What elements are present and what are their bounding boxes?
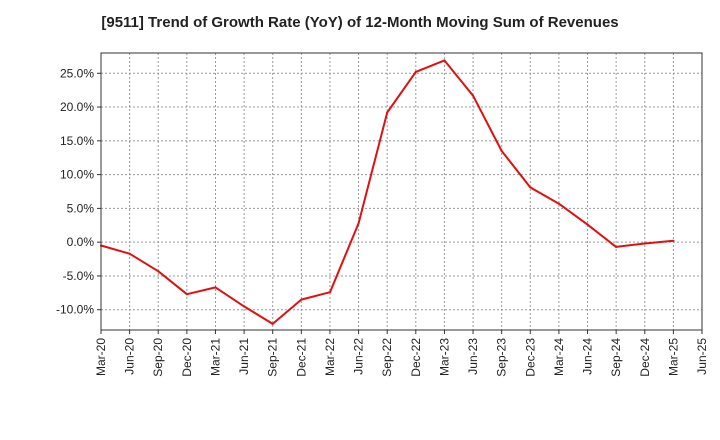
data-point: [300, 298, 303, 301]
x-tick-label: Sep-21: [266, 338, 280, 377]
plot-area: [101, 53, 702, 330]
x-tick-label: Dec-20: [180, 338, 194, 377]
y-tick-label: 0.0%: [67, 235, 95, 249]
x-tick-label: Dec-22: [409, 338, 423, 377]
y-tick-label: 25.0%: [60, 66, 94, 80]
data-point: [185, 293, 188, 296]
x-tick-label: Jun-24: [581, 338, 595, 375]
data-point: [529, 186, 532, 189]
data-point: [472, 94, 475, 97]
x-tick-label: Jun-22: [352, 338, 366, 375]
data-point: [214, 286, 217, 289]
data-point: [243, 305, 246, 308]
x-tick-label: Jun-23: [466, 338, 480, 375]
data-point: [157, 270, 160, 273]
x-tick-label: Mar-20: [94, 338, 108, 376]
data-point: [443, 59, 446, 62]
plot-border: [100, 52, 703, 331]
y-tick-label: 15.0%: [60, 134, 94, 148]
data-point: [672, 239, 675, 242]
x-tick-label: Dec-24: [638, 338, 652, 377]
x-tick-label: Mar-25: [666, 338, 680, 376]
y-tick-label: 5.0%: [67, 201, 95, 215]
data-point: [500, 149, 503, 152]
data-point: [271, 322, 274, 325]
data-point: [615, 245, 618, 248]
x-tick-label: Mar-24: [552, 338, 566, 376]
x-axis-ticks: Mar-20 Jun-20 Sep-20 Dec-20 Mar-21 Jun-21 Sep-…: [94, 330, 709, 377]
chart-title: [9511] Trend of Growth Rate (YoY) of 12-…: [101, 14, 619, 31]
y-axis-ticks: -10.0% -5.0% 0.0% 5.0% 10.0% 15.0% 20.0% 25.0%: [56, 66, 101, 317]
data-point: [557, 202, 560, 205]
data-point: [643, 242, 646, 245]
y-tick-label: 20.0%: [60, 100, 94, 114]
grid-lines: [101, 53, 702, 330]
x-tick-label: Sep-23: [495, 338, 509, 377]
y-tick-label: 10.0%: [60, 168, 94, 182]
x-tick-label: Sep-22: [380, 338, 394, 377]
x-tick-label: Mar-22: [323, 338, 337, 376]
y-tick-label: -10.0%: [56, 303, 94, 317]
x-tick-label: Mar-23: [437, 338, 451, 376]
x-tick-label: Sep-24: [609, 338, 623, 377]
data-point: [357, 222, 360, 225]
data-point: [586, 223, 589, 226]
data-point: [414, 70, 417, 73]
x-tick-label: Jun-25: [695, 338, 709, 375]
data-point: [328, 291, 331, 294]
x-tick-label: Dec-21: [294, 338, 308, 377]
y-tick-label: -5.0%: [63, 269, 95, 283]
x-tick-label: Jun-21: [237, 338, 251, 375]
x-tick-label: Mar-21: [208, 338, 222, 376]
x-tick-label: Sep-20: [151, 338, 165, 377]
x-tick-label: Dec-23: [523, 338, 537, 377]
data-point: [128, 252, 131, 255]
x-tick-label: Jun-20: [123, 338, 137, 375]
data-point: [386, 111, 389, 114]
